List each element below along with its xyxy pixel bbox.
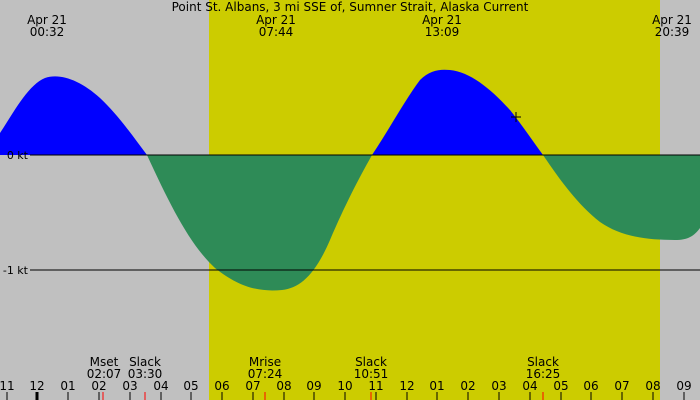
hour-label: 03 <box>122 379 138 393</box>
event-time: 07:24 <box>247 367 283 381</box>
event-moonset: Mset 02:07 <box>82 356 126 380</box>
peak-date: Apr 21 <box>27 13 67 27</box>
hour-label: 01 <box>429 379 445 393</box>
y-label-zero: 0 kt <box>6 149 28 162</box>
crosshair-icon <box>511 112 521 122</box>
flood-area-2 <box>372 69 543 155</box>
hour-label: 06 <box>214 379 230 393</box>
hour-label: 09 <box>306 379 322 393</box>
hour-label: 04 <box>522 379 538 393</box>
event-time: 10:51 <box>353 367 389 381</box>
chart-title: Point St. Albans, 3 mi SSE of, Sumner St… <box>171 0 529 14</box>
hour-label: 05 <box>553 379 569 393</box>
ebb-area-2 <box>543 155 700 240</box>
peak-time: 13:09 <box>424 25 460 39</box>
peak-label-4: Apr 21 20:39 <box>650 14 694 38</box>
peak-date: Apr 21 <box>652 13 692 27</box>
hour-label: 01 <box>60 379 76 393</box>
hour-label: 07 <box>245 379 261 393</box>
hour-label: 08 <box>276 379 292 393</box>
hour-label: 08 <box>645 379 661 393</box>
hour-label: 03 <box>491 379 507 393</box>
hour-label: 12 <box>399 379 415 393</box>
hour-label: 11 <box>0 379 15 393</box>
hour-label: 07 <box>614 379 630 393</box>
hour-label: 09 <box>676 379 692 393</box>
event-slack-2: Slack 10:51 <box>349 356 393 380</box>
peak-date: Apr 21 <box>256 13 296 27</box>
event-label: Slack <box>527 355 559 369</box>
event-time: 16:25 <box>525 367 561 381</box>
peak-time: 20:39 <box>654 25 690 39</box>
hour-label: 11 <box>368 379 384 393</box>
event-time: 02:07 <box>86 367 122 381</box>
event-label: Mset <box>89 355 119 369</box>
event-slack-3: Slack 16:25 <box>521 356 565 380</box>
hour-label: 02 <box>460 379 476 393</box>
hour-label: 06 <box>583 379 599 393</box>
peak-date: Apr 21 <box>422 13 462 27</box>
flood-area-1 <box>0 76 147 155</box>
hour-label: 12 <box>29 379 45 393</box>
ebb-area-1 <box>147 155 372 291</box>
hour-label: 02 <box>91 379 107 393</box>
peak-time: 00:32 <box>29 25 65 39</box>
hour-ticks <box>6 392 685 400</box>
event-markers <box>102 392 544 400</box>
event-time: 03:30 <box>127 367 163 381</box>
hour-label: 04 <box>153 379 169 393</box>
hour-label: 05 <box>183 379 199 393</box>
hour-label: 10 <box>337 379 353 393</box>
peak-label-2: Apr 21 07:44 <box>254 14 298 38</box>
peak-time: 07:44 <box>258 25 294 39</box>
peak-label-3: Apr 21 13:09 <box>420 14 464 38</box>
event-slack-1: Slack 03:30 <box>123 356 167 380</box>
event-label: Slack <box>355 355 387 369</box>
event-moonrise: Mrise 07:24 <box>243 356 287 380</box>
event-label: Slack <box>129 355 161 369</box>
peak-label-1: Apr 21 00:32 <box>25 14 69 38</box>
event-label: Mrise <box>248 355 282 369</box>
y-label-minus-one: -1 kt <box>2 264 28 277</box>
